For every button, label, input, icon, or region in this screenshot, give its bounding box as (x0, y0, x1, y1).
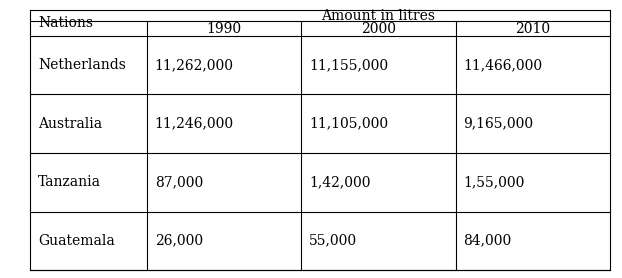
Text: 9,165,000: 9,165,000 (463, 117, 534, 131)
Text: Tanzania: Tanzania (38, 175, 101, 189)
Text: 87,000: 87,000 (155, 175, 203, 189)
Text: 2000: 2000 (361, 22, 396, 36)
Text: 11,262,000: 11,262,000 (155, 58, 234, 72)
Text: 84,000: 84,000 (463, 234, 512, 248)
Text: Netherlands: Netherlands (38, 58, 126, 72)
Text: Nations: Nations (38, 16, 93, 30)
Text: 2010: 2010 (515, 22, 550, 36)
Text: 26,000: 26,000 (155, 234, 203, 248)
Text: 55,000: 55,000 (309, 234, 357, 248)
Text: 1,42,000: 1,42,000 (309, 175, 371, 189)
Text: 1,55,000: 1,55,000 (463, 175, 525, 189)
Text: Australia: Australia (38, 117, 102, 131)
Text: Guatemala: Guatemala (38, 234, 115, 248)
Text: 11,246,000: 11,246,000 (155, 117, 234, 131)
Text: 11,466,000: 11,466,000 (463, 58, 543, 72)
Text: Amount in litres: Amount in litres (322, 9, 435, 23)
Text: 1990: 1990 (207, 22, 241, 36)
Text: 11,155,000: 11,155,000 (309, 58, 388, 72)
Text: 11,105,000: 11,105,000 (309, 117, 388, 131)
